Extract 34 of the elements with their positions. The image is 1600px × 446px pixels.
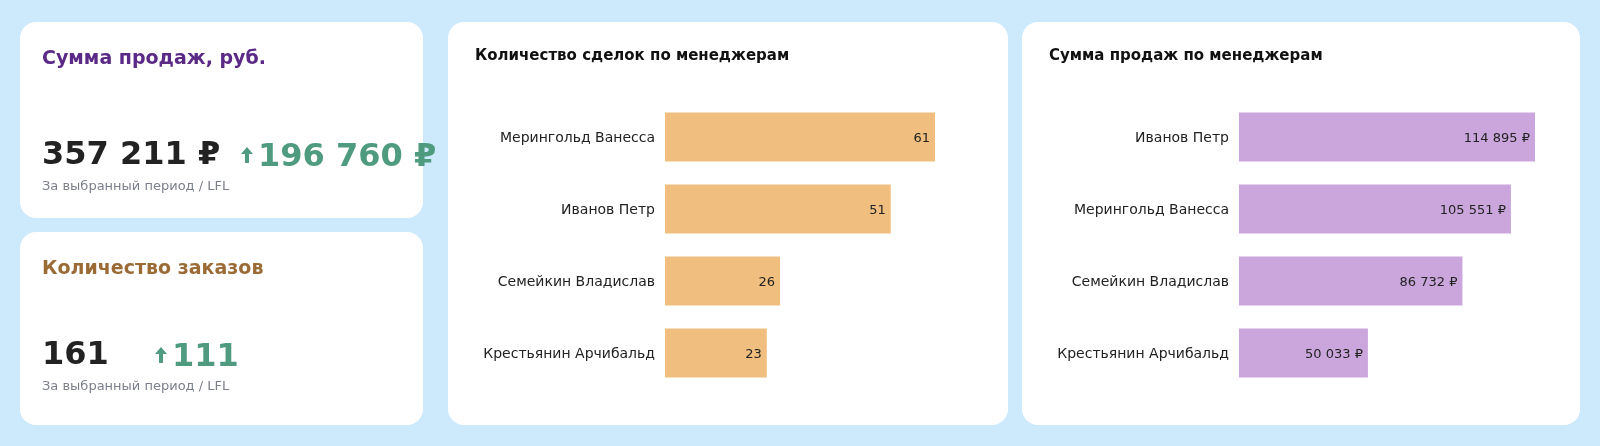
y-tick-label: Крестьянин Арчибальд [1057, 345, 1229, 361]
bar [665, 112, 935, 162]
bar [665, 184, 891, 234]
bar [1239, 328, 1368, 378]
text: За выбранный период / LFL [42, 178, 230, 193]
data-label: 26 [758, 273, 776, 289]
data-label: 50 033 ₽ [1305, 345, 1363, 361]
bar [1239, 256, 1463, 306]
data-label: 105 551 ₽ [1439, 201, 1506, 217]
data-label: 51 [869, 201, 886, 217]
y-tick-label: Иванов Петр [1135, 129, 1230, 145]
bar [1239, 112, 1535, 162]
text: 357 211 ₽ [42, 134, 221, 172]
y-tick-label: Семейкин Владислав [1071, 273, 1229, 289]
data-label: 114 895 ₽ [1463, 129, 1530, 145]
text: 111 [172, 336, 239, 374]
bar [665, 328, 767, 378]
text: Количество заказов [42, 256, 264, 278]
text: 161 [42, 334, 109, 372]
chart-title: Количество сделок по менеджерам [475, 45, 790, 64]
chart-title: Сумма продаж по менеджерам [1049, 45, 1323, 64]
y-tick-label: Мерингольд Ванесса [499, 129, 655, 145]
bar [665, 256, 781, 306]
text: Сумма продаж, руб. [42, 46, 266, 68]
y-tick-label: Семейкин Владислав [497, 273, 655, 289]
y-tick-label: Иванов Петр [561, 201, 656, 217]
text: 196 760 ₽ [258, 136, 437, 174]
y-tick-label: Мерингольд Ванесса [1073, 201, 1229, 217]
bar [1239, 184, 1511, 234]
y-tick-label: Крестьянин Арчибальд [483, 345, 655, 361]
text: За выбранный период / LFL [42, 378, 230, 393]
data-label: 86 732 ₽ [1399, 273, 1458, 289]
data-label: 61 [913, 129, 930, 145]
data-label: 23 [745, 345, 762, 361]
